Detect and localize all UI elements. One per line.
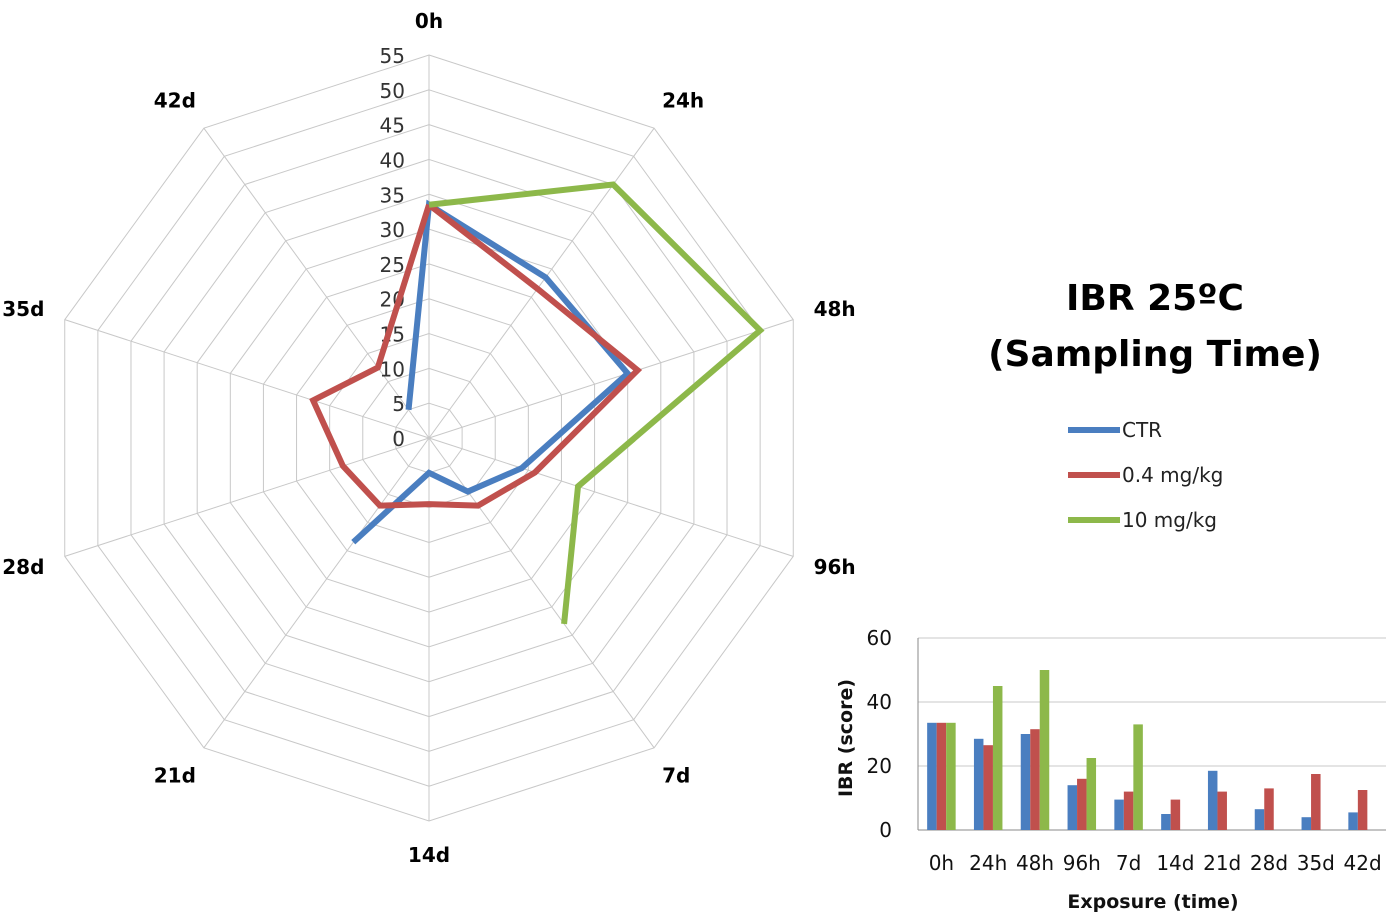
radar-category-label: 7d bbox=[662, 763, 690, 787]
bar-ctr-28d bbox=[1254, 809, 1265, 830]
radar-tick-label: 25 bbox=[380, 253, 405, 277]
bar-marks bbox=[927, 670, 1368, 830]
bar-0-4-mg-kg-21d bbox=[1217, 791, 1227, 830]
radar-tick-label: 50 bbox=[380, 79, 405, 103]
bar-chart: 0 20 40 60 0h 24h 48h 96h 7d 14d 21d 28d 35d 42d Exp… bbox=[835, 626, 1386, 913]
radar-category-label: 96h bbox=[814, 555, 856, 579]
bar-x-tick-label: 0h bbox=[929, 851, 954, 875]
radar-category-label: 48h bbox=[814, 297, 856, 321]
legend-label-10: 10 mg/kg bbox=[1122, 508, 1217, 532]
radar-spoke bbox=[203, 127, 430, 439]
bar-0-4-mg-kg-48h bbox=[1030, 729, 1040, 830]
radar-spoke bbox=[428, 437, 794, 557]
radar-tick-label: 35 bbox=[380, 183, 405, 207]
bar-0-4-mg-kg-35d bbox=[1311, 774, 1321, 830]
radar-tick-label: 30 bbox=[380, 218, 405, 242]
radar-spoke bbox=[428, 319, 794, 439]
bar-0-4-mg-kg-0h bbox=[936, 722, 947, 830]
bar-x-tick-label: 14d bbox=[1156, 851, 1194, 875]
bar-x-tick-label: 96h bbox=[1063, 851, 1101, 875]
radar-spoke bbox=[64, 319, 430, 439]
bar-x-tick-label: 35d bbox=[1297, 851, 1335, 875]
radar-category-label: 24h bbox=[662, 89, 704, 113]
bar-ctr-21d bbox=[1207, 770, 1218, 830]
bar-ctr-42d bbox=[1348, 812, 1358, 830]
bar-0-4-mg-kg-7d bbox=[1123, 791, 1134, 830]
bar-0-4-mg-kg-24h bbox=[983, 745, 993, 830]
bar-x-tick-label: 21d bbox=[1203, 851, 1241, 875]
bar-ctr-35d bbox=[1301, 817, 1312, 830]
bar-y-tick-label: 40 bbox=[867, 690, 892, 714]
bar-ctr-0h bbox=[927, 722, 937, 830]
radar-tick-label: 55 bbox=[380, 44, 405, 68]
radar-series bbox=[309, 181, 765, 625]
bar-0-4-mg-kg-28d bbox=[1264, 788, 1274, 830]
bar-y-tick-label: 20 bbox=[867, 754, 892, 778]
radar-spoke bbox=[428, 437, 655, 749]
radar-tick-label: 5 bbox=[392, 392, 405, 416]
bar-0-4-mg-kg-96h bbox=[1077, 778, 1087, 830]
bar-10-mg-kg-7d bbox=[1133, 724, 1143, 830]
legend-label-0-4: 0.4 mg/kg bbox=[1122, 463, 1223, 487]
bar-x-tick-label: 28d bbox=[1250, 851, 1288, 875]
radar-category-label: 28d bbox=[2, 555, 44, 579]
bar-x-tick-label: 7d bbox=[1116, 851, 1141, 875]
radar-tick-label: 45 bbox=[380, 114, 405, 138]
radar-tick-label: 0 bbox=[392, 427, 405, 451]
radar-category-label: 42d bbox=[154, 89, 196, 113]
radar-series-0-4-mg-kg bbox=[309, 202, 643, 509]
radar-category-labels: 0h 24h 48h 96h 7d 14d 21d 28d 35d 42d bbox=[2, 9, 855, 867]
bar-10-mg-kg-24h bbox=[992, 686, 1003, 830]
bar-ctr-7d bbox=[1114, 799, 1124, 830]
radar-spoke bbox=[64, 437, 430, 557]
radar-category-label: 35d bbox=[2, 297, 44, 321]
bar-ctr-24h bbox=[973, 738, 984, 830]
bar-x-axis-label: Exposure (time) bbox=[1067, 891, 1238, 913]
radar-spokes bbox=[64, 55, 794, 821]
bar-y-tick-label: 60 bbox=[867, 626, 892, 650]
legend: CTR 0.4 mg/kg 10 mg/kg bbox=[1068, 418, 1223, 532]
bar-y-ticks: 0 20 40 60 bbox=[867, 626, 892, 842]
bar-ctr-96h bbox=[1067, 785, 1078, 830]
radar-tick-label: 40 bbox=[380, 148, 405, 172]
bar-10-mg-kg-48h bbox=[1039, 670, 1050, 830]
radar-category-label: 21d bbox=[154, 763, 196, 787]
radar-spoke bbox=[428, 127, 655, 439]
bar-x-ticks: 0h 24h 48h 96h 7d 14d 21d 28d 35d 42d bbox=[929, 851, 1382, 875]
radar-category-label: 0h bbox=[415, 9, 443, 33]
bar-0-4-mg-kg-42d bbox=[1357, 790, 1368, 830]
radar-tick-label: 10 bbox=[380, 357, 405, 381]
radar-series-10-mg-kg bbox=[428, 181, 765, 625]
bar-x-tick-label: 48h bbox=[1016, 851, 1054, 875]
bar-x-tick-label: 24h bbox=[969, 851, 1007, 875]
bar-y-axis-label: IBR (score) bbox=[835, 679, 857, 797]
bar-ctr-48h bbox=[1020, 734, 1031, 830]
radar-spoke bbox=[203, 437, 430, 749]
bar-0-4-mg-kg-14d bbox=[1170, 799, 1181, 830]
bar-x-tick-label: 42d bbox=[1344, 851, 1382, 875]
bar-ctr-14d bbox=[1161, 814, 1171, 830]
chart-subtitle: (Sampling Time) bbox=[988, 334, 1322, 375]
chart-title: IBR 25ºC bbox=[1066, 278, 1244, 319]
bar-10-mg-kg-96h bbox=[1086, 758, 1097, 830]
radar-category-label: 14d bbox=[408, 843, 450, 867]
legend-label-ctr: CTR bbox=[1122, 418, 1162, 442]
title-block: IBR 25ºC (Sampling Time) bbox=[988, 278, 1322, 375]
bar-y-tick-label: 0 bbox=[879, 818, 892, 842]
bar-10-mg-kg-0h bbox=[946, 722, 956, 830]
